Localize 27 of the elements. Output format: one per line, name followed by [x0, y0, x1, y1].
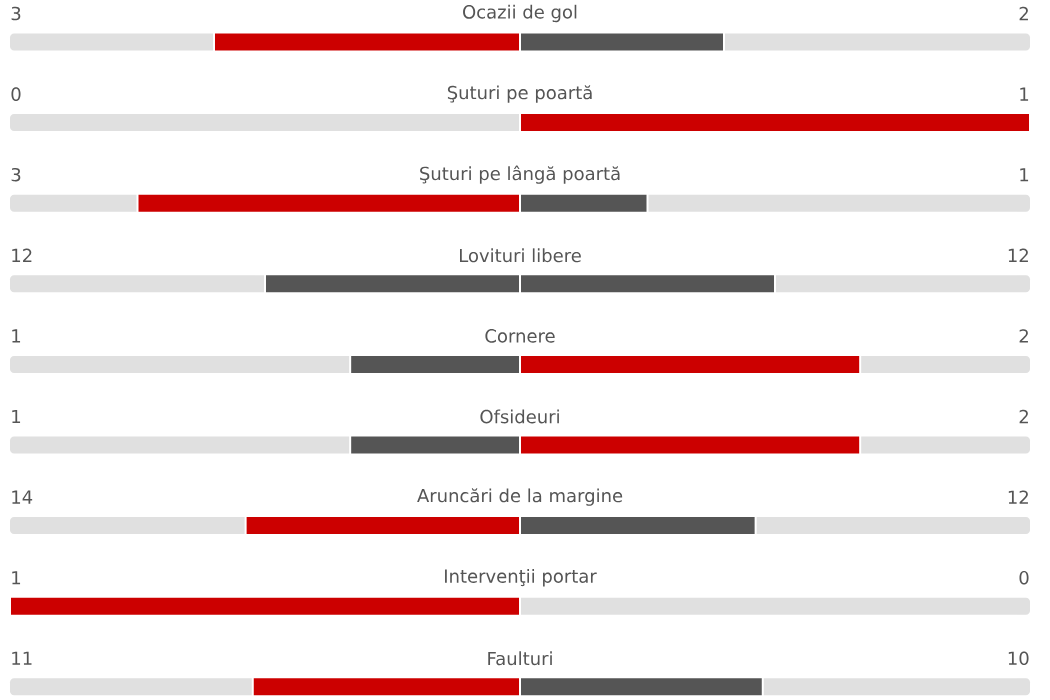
- y-tick-label: Şuturi pe poartă: [447, 85, 592, 103]
- y-tick-label: Cornere: [485, 329, 555, 343]
- y-tick-label: Lovituri libere: [460, 248, 581, 263]
- y-tick-label: Aruncări de la margine: [417, 488, 623, 506]
- annotation: 0: [11, 87, 21, 101]
- annotation: 12: [1008, 490, 1028, 504]
- y-tick-label: Ocazii de gol: [463, 4, 577, 23]
- annotation: 3: [11, 167, 21, 182]
- annotation: 2: [1019, 6, 1028, 21]
- annotation: 1: [1020, 87, 1029, 101]
- annotation: 10: [1008, 651, 1029, 666]
- annotation: 1: [1020, 168, 1029, 182]
- annotation: 0: [1019, 570, 1029, 585]
- annotation: 2: [1019, 329, 1028, 343]
- annotation: 3: [11, 6, 21, 21]
- annotation: 14: [12, 490, 33, 504]
- annotation: 1: [12, 329, 21, 343]
- annotation: 12: [1008, 248, 1028, 262]
- y-tick-label: Faulturi: [488, 651, 552, 666]
- y-tick-label: Intervenţii portar: [445, 568, 597, 587]
- annotation: 12: [12, 248, 32, 262]
- y-tick-label: Ofsideuri: [480, 409, 559, 424]
- annotation: 11: [12, 651, 32, 665]
- annotation: 1: [12, 571, 21, 585]
- annotation: 2: [1019, 409, 1028, 424]
- annotation: 1: [12, 409, 21, 424]
- y-tick-label: Şuturi pe lângă poartă: [420, 165, 620, 184]
